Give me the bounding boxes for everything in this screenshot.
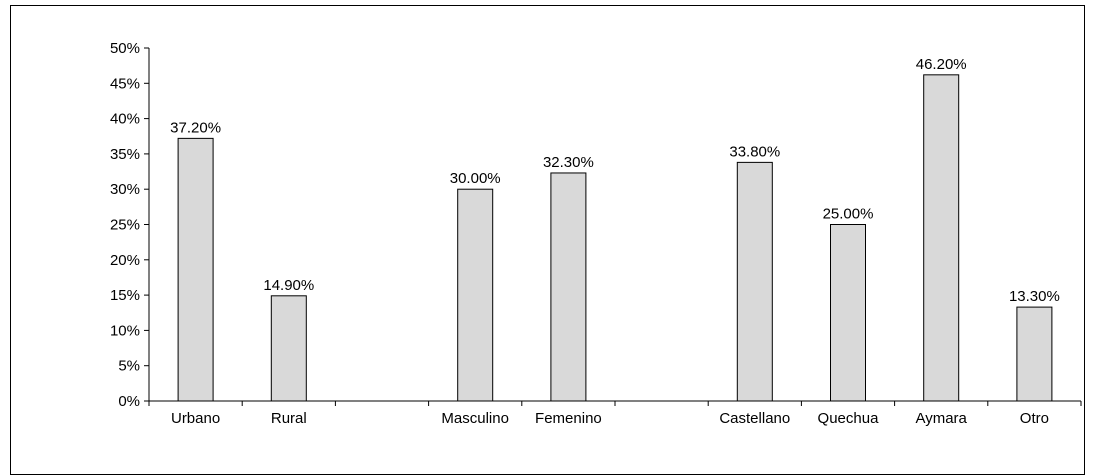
bar-quechua [830, 224, 866, 402]
category-label: Aymara [915, 410, 967, 427]
data-label: 25.00% [823, 206, 874, 223]
bar-castellano [736, 161, 773, 402]
bar-rural [270, 295, 307, 402]
bar-aymara [923, 74, 960, 402]
category-label: Otro [1020, 410, 1049, 427]
category-label: Femenino [535, 410, 602, 427]
bar-chart: 0% 5% 10% 15% 20% 25% 30% 35% 40% 45% 50% Urbano Ru… [110, 40, 1082, 427]
y-tick-label: 40% [110, 111, 140, 128]
data-label: 33.80% [729, 143, 780, 160]
data-label: 13.30% [1009, 288, 1060, 305]
category-label: Quechua [818, 410, 880, 427]
y-tick-label: 30% [110, 181, 140, 198]
data-label: 14.90% [263, 277, 314, 294]
category-label: Urbano [171, 410, 220, 427]
data-label: 46.20% [916, 56, 967, 73]
category-label: Castellano [719, 410, 790, 427]
y-tick-label: 10% [110, 322, 140, 339]
data-label: 37.20% [170, 119, 221, 136]
data-label: 30.00% [450, 170, 501, 187]
y-tick-label: 50% [110, 40, 140, 57]
data-labels: 37.20% 14.90% 30.00% 32.30% 33.80% 25.00% 46.2… [170, 56, 1060, 305]
y-tick-label: 20% [110, 252, 140, 269]
bar-masculino [457, 188, 494, 402]
y-tick-label: 5% [118, 358, 140, 375]
y-tick-label: 0% [118, 393, 140, 410]
bar-otro [1016, 306, 1053, 402]
chart-frame: 0% 5% 10% 15% 20% 25% 30% 35% 40% 45% 50% Urbano Ru… [10, 5, 1085, 475]
y-tick-label: 35% [110, 146, 140, 163]
y-tick-label: 25% [110, 217, 140, 234]
category-label: Masculino [441, 410, 509, 427]
y-tick-label: 15% [110, 287, 140, 304]
bar-urbano [177, 137, 214, 402]
y-tick-label: 45% [110, 75, 140, 92]
data-label: 32.30% [543, 154, 594, 171]
category-label: Rural [271, 410, 307, 427]
bars [177, 74, 1053, 402]
y-axis: 0% 5% 10% 15% 20% 25% 30% 35% 40% 45% 50% [110, 40, 150, 410]
bar-femenino [550, 172, 587, 402]
x-axis: Urbano Rural Masculino Femenino Castellano Qu… [148, 400, 1082, 427]
